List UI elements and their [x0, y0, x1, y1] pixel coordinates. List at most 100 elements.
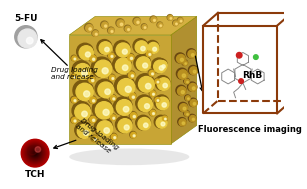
Circle shape — [110, 114, 116, 120]
Circle shape — [193, 103, 196, 105]
Circle shape — [111, 95, 116, 101]
Circle shape — [93, 31, 98, 36]
Circle shape — [32, 150, 38, 156]
Circle shape — [132, 96, 134, 98]
Circle shape — [187, 49, 196, 58]
Circle shape — [130, 131, 136, 138]
Circle shape — [82, 111, 87, 117]
Circle shape — [89, 28, 91, 30]
Circle shape — [193, 70, 196, 73]
Circle shape — [72, 97, 77, 103]
Circle shape — [178, 102, 188, 112]
Circle shape — [184, 111, 189, 116]
Circle shape — [151, 58, 166, 73]
Circle shape — [154, 97, 160, 102]
Circle shape — [133, 39, 148, 53]
Circle shape — [86, 25, 93, 32]
Circle shape — [130, 93, 136, 100]
Circle shape — [133, 135, 135, 137]
Circle shape — [72, 74, 77, 79]
Circle shape — [123, 107, 129, 112]
Circle shape — [115, 58, 131, 74]
Circle shape — [26, 37, 33, 44]
Circle shape — [176, 23, 177, 25]
Circle shape — [113, 98, 115, 100]
Circle shape — [158, 23, 162, 28]
Polygon shape — [69, 16, 197, 35]
Circle shape — [92, 100, 95, 102]
Circle shape — [23, 141, 47, 165]
Circle shape — [72, 118, 77, 123]
Circle shape — [89, 54, 96, 62]
Circle shape — [180, 58, 183, 61]
Circle shape — [177, 17, 183, 23]
Circle shape — [24, 142, 46, 164]
Circle shape — [161, 115, 167, 121]
Circle shape — [150, 91, 156, 96]
Circle shape — [34, 152, 36, 154]
Circle shape — [79, 46, 93, 60]
Circle shape — [175, 53, 185, 63]
Circle shape — [75, 64, 91, 79]
Circle shape — [95, 102, 113, 119]
Circle shape — [113, 55, 131, 74]
Circle shape — [92, 136, 97, 142]
Circle shape — [137, 21, 139, 23]
Circle shape — [77, 43, 93, 60]
Circle shape — [157, 81, 159, 83]
Circle shape — [74, 120, 76, 122]
Circle shape — [129, 112, 137, 119]
Circle shape — [134, 54, 150, 71]
Circle shape — [92, 99, 113, 119]
Circle shape — [177, 54, 185, 63]
Circle shape — [153, 47, 157, 51]
Circle shape — [149, 70, 155, 76]
Circle shape — [178, 118, 186, 126]
Circle shape — [189, 115, 196, 122]
Circle shape — [150, 16, 157, 22]
Circle shape — [180, 20, 182, 22]
Circle shape — [125, 26, 131, 32]
Circle shape — [188, 82, 197, 91]
Circle shape — [18, 29, 37, 48]
Circle shape — [146, 51, 152, 57]
Circle shape — [189, 83, 197, 91]
Circle shape — [131, 132, 136, 138]
Circle shape — [165, 118, 166, 120]
Circle shape — [101, 21, 108, 29]
Circle shape — [72, 101, 91, 120]
Circle shape — [153, 113, 154, 115]
Circle shape — [109, 74, 115, 81]
Circle shape — [95, 60, 112, 77]
Circle shape — [183, 61, 188, 65]
Text: Drug loading
and release: Drug loading and release — [74, 117, 119, 156]
Circle shape — [122, 49, 127, 54]
Circle shape — [188, 98, 189, 100]
Circle shape — [163, 83, 167, 88]
Circle shape — [155, 98, 160, 102]
Circle shape — [181, 91, 184, 94]
Circle shape — [94, 118, 113, 136]
Circle shape — [97, 121, 113, 136]
Circle shape — [122, 65, 128, 70]
Circle shape — [28, 146, 42, 160]
Circle shape — [162, 103, 166, 107]
Circle shape — [104, 128, 110, 133]
Circle shape — [182, 74, 185, 77]
Circle shape — [151, 17, 157, 22]
Circle shape — [183, 107, 186, 110]
Circle shape — [117, 20, 124, 27]
Circle shape — [188, 65, 198, 75]
Circle shape — [239, 79, 243, 83]
Circle shape — [185, 63, 187, 64]
Circle shape — [149, 109, 156, 116]
Circle shape — [110, 75, 115, 81]
Circle shape — [116, 43, 130, 57]
Circle shape — [154, 78, 160, 84]
Circle shape — [71, 74, 77, 79]
Circle shape — [176, 85, 186, 95]
Circle shape — [103, 109, 109, 115]
Circle shape — [28, 146, 37, 155]
Circle shape — [158, 61, 167, 70]
Circle shape — [116, 19, 124, 27]
